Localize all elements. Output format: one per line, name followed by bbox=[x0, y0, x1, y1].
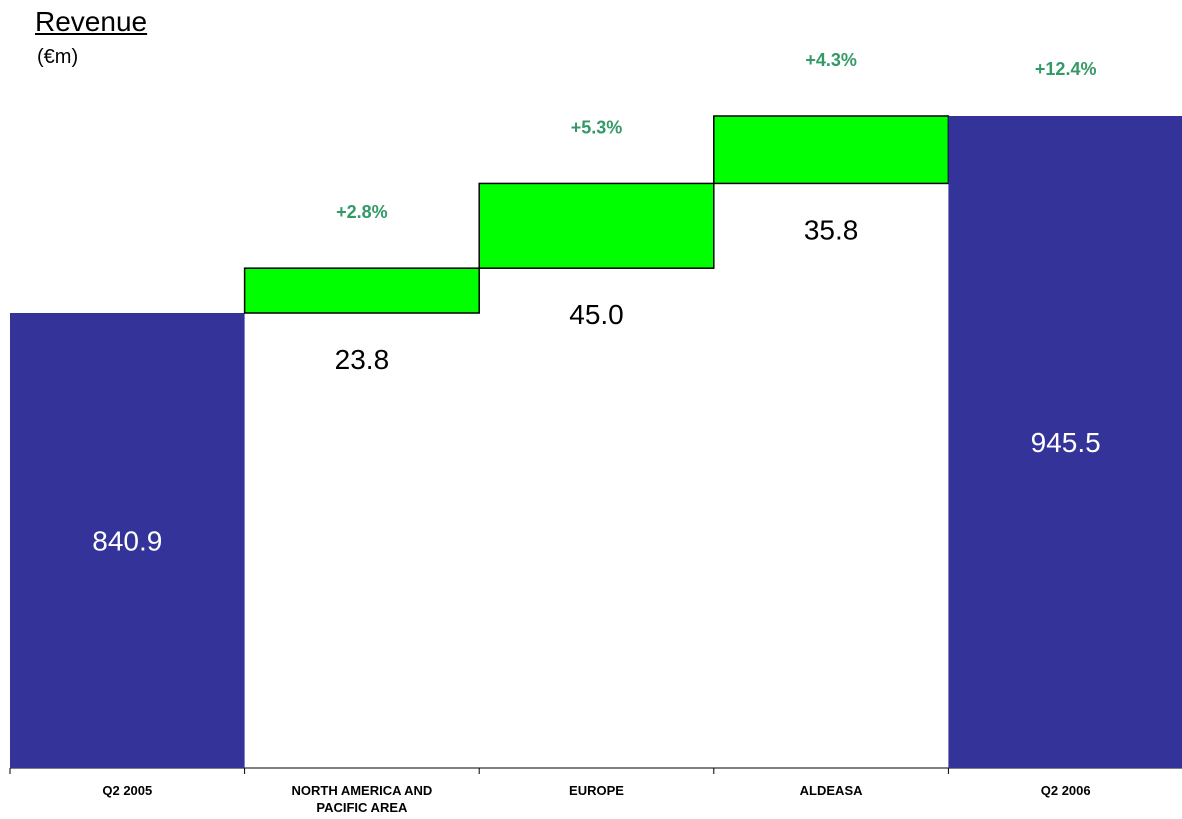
value-label-0: 840.9 bbox=[92, 526, 162, 557]
bar-1 bbox=[243, 267, 480, 314]
change-label-2: +5.3% bbox=[571, 117, 623, 137]
bar-2 bbox=[478, 182, 715, 269]
bar-0 bbox=[10, 313, 245, 768]
x-tick-label-4: Q2 2006 bbox=[1041, 783, 1091, 798]
x-tick-label-0: Q2 2005 bbox=[102, 783, 152, 798]
change-label-1: +2.8% bbox=[336, 202, 388, 222]
value-label-2: 45.0 bbox=[569, 299, 624, 330]
chart-unit: (€m) bbox=[37, 46, 79, 68]
change-label-4: +12.4% bbox=[1035, 59, 1097, 79]
x-tick-label-3: ALDEASA bbox=[800, 783, 863, 798]
chart-title: Revenue bbox=[35, 6, 148, 37]
value-label-1: 23.8 bbox=[335, 344, 390, 375]
value-label-3: 35.8 bbox=[804, 214, 859, 245]
bar-3 bbox=[713, 115, 950, 185]
bar-4 bbox=[948, 116, 1182, 768]
x-tick-label-2: EUROPE bbox=[569, 783, 624, 798]
x-tick-label-1: NORTH AMERICA AND PACIFIC AREA bbox=[291, 783, 432, 815]
change-label-3: +4.3% bbox=[805, 50, 857, 70]
value-label-4: 945.5 bbox=[1031, 427, 1101, 458]
